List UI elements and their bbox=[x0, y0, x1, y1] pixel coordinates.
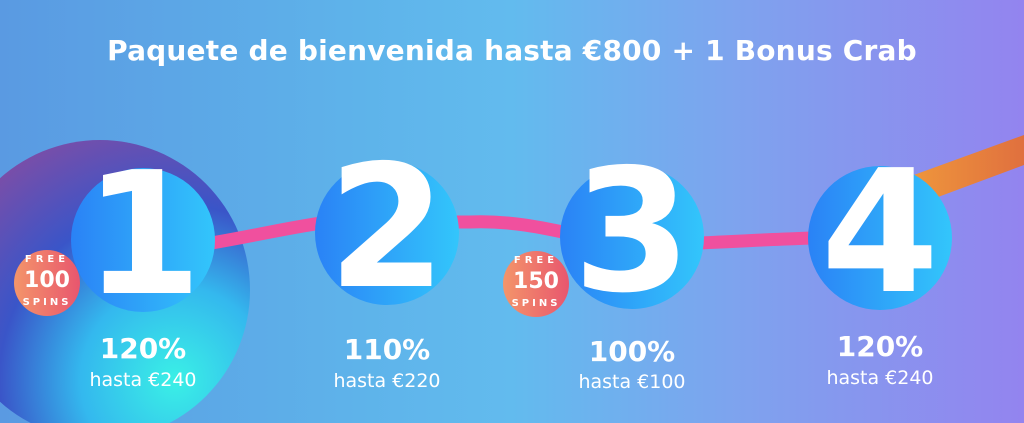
badge-top: FREE bbox=[513, 255, 559, 266]
badge-count: 150 bbox=[513, 269, 559, 294]
step-circle bbox=[315, 161, 459, 305]
pink-ribbon bbox=[198, 215, 881, 252]
step-upto: hasta €220 bbox=[333, 370, 441, 392]
step-number: 1 bbox=[83, 136, 203, 334]
step-number: 2 bbox=[327, 129, 447, 327]
step-upto: hasta €100 bbox=[578, 371, 686, 393]
orange-ribbon bbox=[900, 135, 1024, 200]
step-3: 3 100% hasta €100 bbox=[512, 147, 752, 405]
step-upto: hasta €240 bbox=[826, 367, 934, 389]
step-2: 2 110% hasta €220 bbox=[267, 143, 507, 401]
badge-bottom: SPINS bbox=[22, 297, 72, 308]
free-spins-badge: FREE 100 SPINS bbox=[14, 250, 80, 316]
step-circle bbox=[808, 166, 952, 310]
badge-count: 100 bbox=[24, 268, 70, 293]
step-1: 1 120% hasta €240 bbox=[23, 150, 263, 408]
step-percent: 100% bbox=[588, 335, 676, 368]
free-spins-badge: FREE 150 SPINS bbox=[503, 251, 569, 317]
step-circle bbox=[560, 165, 704, 309]
step-percent: 110% bbox=[343, 333, 431, 366]
step-upto: hasta €240 bbox=[89, 369, 197, 391]
step-number: 3 bbox=[572, 133, 692, 331]
step-percent: 120% bbox=[99, 332, 187, 365]
step-number: 4 bbox=[820, 134, 940, 332]
step-circle bbox=[71, 168, 215, 312]
badge-top: FREE bbox=[24, 254, 70, 265]
step-4: 4 120% hasta €240 bbox=[760, 148, 1000, 406]
step-percent: 120% bbox=[836, 330, 924, 363]
page-title: Paquete de bienvenida hasta €800 + 1 Bon… bbox=[107, 34, 917, 67]
badge-bottom: SPINS bbox=[511, 298, 561, 309]
